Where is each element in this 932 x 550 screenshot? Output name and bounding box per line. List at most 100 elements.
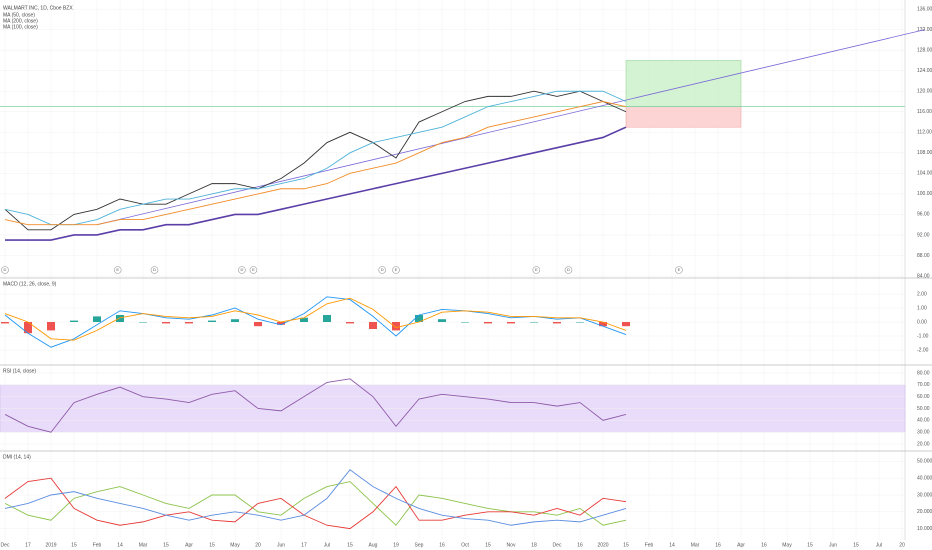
event-marker [378, 266, 387, 274]
series-line [4, 477, 627, 530]
event-label: D [567, 267, 570, 272]
y-tick-label: 40.00 [917, 418, 930, 424]
series-line [4, 90, 627, 231]
histogram-bar [415, 315, 423, 322]
event-marker [532, 266, 541, 274]
histogram-bar [392, 322, 400, 331]
y-tick-label: 100.00 [917, 191, 932, 197]
histogram-bar [208, 320, 216, 322]
x-tick-label: 20 [255, 542, 261, 548]
y-tick-label: 92.00 [917, 232, 930, 238]
y-tick-label: 60.00 [917, 394, 930, 400]
y-tick-label: 120.00 [917, 89, 932, 95]
axis-strip [905, 0, 932, 550]
event-marker [564, 266, 573, 274]
x-tick-label: 15 [807, 542, 813, 548]
histogram-bar [254, 322, 262, 327]
y-tick-label: 1.00 [917, 305, 927, 311]
series-line [4, 481, 627, 526]
pane-title: MACD (12, 26, close, 9) [3, 281, 57, 287]
histogram-bar [507, 322, 515, 324]
histogram-bar [1, 322, 9, 324]
x-tick-label: 17 [301, 542, 307, 548]
x-tick-label: Jul [324, 542, 330, 548]
x-tick-label: Feb [645, 542, 654, 548]
y-tick-label: -2.00 [917, 347, 929, 353]
x-tick-label: Apr [185, 542, 193, 548]
histogram-bar [599, 322, 607, 327]
x-tick-label: May [782, 542, 792, 548]
x-tick-label: 18 [531, 542, 537, 548]
series-line [4, 297, 627, 341]
x-tick-label: 2020 [597, 542, 608, 548]
histogram-bar [185, 322, 193, 324]
y-tick-label: 30.00 [917, 430, 930, 436]
histogram-bar [24, 322, 32, 334]
event-marker [150, 266, 159, 274]
trend-line [96, 29, 926, 226]
x-tick-label: Jun [829, 542, 837, 548]
legend-entry: MA (200, close) [3, 18, 38, 24]
x-tick-label: 16 [439, 542, 445, 548]
event-label: D [240, 267, 243, 272]
stop-zone [625, 106, 742, 128]
x-tick-label: Nov [507, 542, 516, 548]
y-tick-label: 96.00 [917, 212, 930, 218]
x-tick-label: 19 [393, 542, 399, 548]
x-tick-label: Sep [415, 542, 424, 548]
x-tick-label: Feb [93, 542, 102, 548]
y-tick-label: 124.00 [917, 68, 932, 74]
event-label: D [381, 267, 384, 272]
histogram-bar [346, 322, 354, 324]
x-tick-label: 14 [669, 542, 675, 548]
event-label: D [4, 267, 7, 272]
x-tick-label: Aug [369, 542, 378, 548]
histogram-bar [116, 315, 124, 322]
y-tick-label: 30.0000 [917, 492, 932, 498]
y-tick-label: 80.00 [917, 370, 930, 376]
y-tick-label: 128.00 [917, 48, 932, 54]
x-tick-label: 15 [347, 542, 353, 548]
histogram-bar [622, 322, 630, 327]
histogram-bar [484, 322, 492, 324]
event-label: E [678, 267, 681, 272]
series-line [4, 296, 627, 348]
y-tick-label: 88.00 [917, 253, 930, 259]
histogram-bar [162, 322, 170, 324]
x-tick-label: Mar [691, 542, 700, 548]
y-tick-label: 0.00 [917, 319, 927, 325]
series-line [4, 101, 627, 226]
histogram-bar [323, 315, 331, 322]
histogram-bar [369, 322, 377, 329]
histogram-bar [47, 322, 55, 331]
histogram-bar [576, 322, 584, 323]
y-tick-label: 112.00 [917, 130, 932, 136]
x-tick-label: 15 [623, 542, 629, 548]
y-tick-label: 108.00 [917, 150, 932, 156]
x-tick-label: 16 [577, 542, 583, 548]
x-tick-label: 16 [715, 542, 721, 548]
x-tick-label: 16 [761, 542, 767, 548]
y-tick-label: 20.0000 [917, 509, 932, 515]
x-tick-label: 17 [25, 542, 31, 548]
x-tick-label: 15 [209, 542, 215, 548]
y-tick-label: 50.0000 [917, 459, 932, 465]
event-marker [113, 266, 122, 274]
event-marker [1, 266, 9, 274]
event-label: E [535, 267, 538, 272]
y-tick-label: 10.0000 [917, 526, 932, 532]
y-tick-label: 40.0000 [917, 476, 932, 482]
event-label: D [153, 267, 156, 272]
y-tick-label: 70.00 [917, 382, 930, 388]
x-tick-label: Dec [1, 542, 10, 548]
histogram-bar [231, 319, 239, 322]
histogram-bar [553, 322, 561, 324]
x-tick-label: Apr [737, 542, 745, 548]
event-label: E [252, 267, 255, 272]
histogram-bar [93, 316, 101, 322]
x-tick-label: Mar [139, 542, 148, 548]
target-zone [625, 60, 742, 107]
y-tick-label: 84.00 [917, 273, 930, 279]
x-tick-label: 15 [71, 542, 77, 548]
